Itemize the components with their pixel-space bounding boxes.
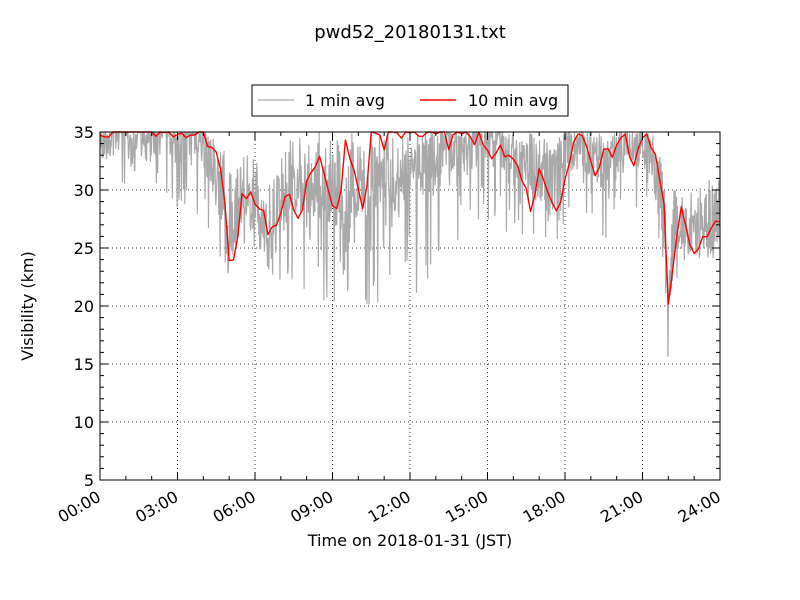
legend: 1 min avg 10 min avg: [251, 84, 569, 117]
legend-label-1-min-avg: 1 min avg: [305, 91, 385, 110]
x-tick-label: 21:00: [597, 487, 646, 527]
y-tick-label: 25: [74, 239, 94, 258]
y-axis-label: Visibility (km): [18, 251, 37, 360]
x-tick-label: 18:00: [520, 487, 569, 527]
y-tick-labels: 5 10 15 20 25 30 35: [74, 123, 94, 490]
y-tick-label: 30: [74, 181, 94, 200]
y-tick-label: 15: [74, 355, 94, 374]
ticks: [99, 131, 721, 481]
plot-area: [99, 131, 721, 481]
x-tick-label: 06:00: [210, 487, 259, 527]
y-tick-label: 10: [74, 413, 94, 432]
x-axis-label: Time on 2018-01-31 (JST): [307, 531, 512, 550]
x-tick-labels: 00:00 03:00 06:00 09:00 12:00 15:00 18:00 21:00…: [55, 487, 724, 527]
x-tick-label: 15:00: [442, 487, 491, 527]
x-tick-label: 12:00: [365, 487, 414, 527]
x-tick-label: 00:00: [55, 487, 104, 527]
x-tick-label: 24:00: [675, 487, 724, 527]
legend-label-10-min-avg: 10 min avg: [468, 91, 558, 110]
x-tick-label: 03:00: [132, 487, 181, 527]
legend-box: [251, 84, 569, 117]
y-tick-label: 35: [74, 123, 94, 142]
y-tick-label: 20: [74, 297, 94, 316]
grid-lines: [100, 132, 720, 480]
y-tick-label: 5: [84, 471, 94, 490]
x-tick-label: 09:00: [287, 487, 336, 527]
chart-title: pwd52_20180131.txt: [314, 22, 506, 43]
